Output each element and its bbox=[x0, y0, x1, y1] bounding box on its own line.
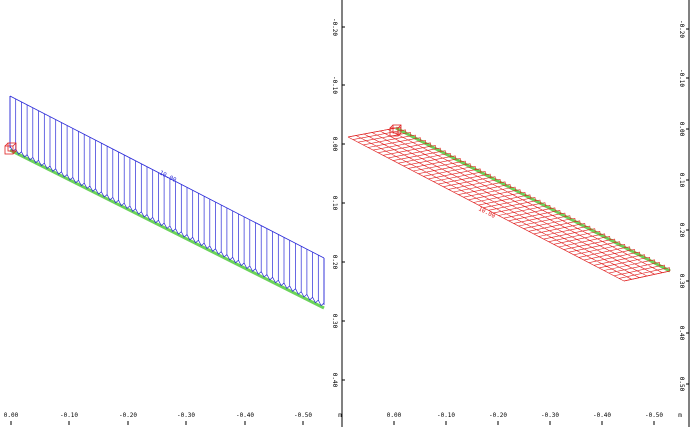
right-y-axis-ticks bbox=[686, 28, 689, 385]
left-x-tick-label: -0.20 bbox=[119, 412, 137, 419]
right-x-tick-label: -0.20 bbox=[489, 412, 507, 419]
left-x-tick-label: -0.10 bbox=[60, 412, 78, 419]
right-x-unit-label: m bbox=[678, 412, 682, 419]
left-y-axis-ticks bbox=[342, 26, 345, 381]
left-y-tick-label: -0.20 bbox=[331, 18, 338, 36]
right-y-tick-label: 0.50 bbox=[678, 377, 685, 392]
left-y-tick-label: 0.00 bbox=[331, 137, 338, 152]
left-y-tick-label: 0.30 bbox=[331, 314, 338, 329]
left-x-tick-label: -0.40 bbox=[236, 412, 254, 419]
right-x-tick-label: -0.30 bbox=[541, 412, 559, 419]
right-load-diagram bbox=[347, 126, 671, 282]
right-beam bbox=[395, 126, 671, 273]
right-y-tick-label: 0.40 bbox=[678, 326, 685, 341]
left-x-tick-label: -0.50 bbox=[294, 412, 312, 419]
left-x-tick-label: 0.00 bbox=[4, 412, 19, 419]
left-support-icon bbox=[4, 142, 17, 155]
left-beam bbox=[9, 148, 325, 310]
right-y-tick-label: 0.30 bbox=[678, 274, 685, 289]
left-x-tick-label: -0.30 bbox=[177, 412, 195, 419]
left-y-tick-label: 0.20 bbox=[331, 255, 338, 270]
left-y-tick-label: 0.40 bbox=[331, 373, 338, 388]
right-view: -0.20 -0.10 0.00 0.10 0.20 0.30 0.40 0.5… bbox=[347, 0, 690, 427]
right-support-icon bbox=[389, 124, 402, 137]
right-y-tick-label: -0.10 bbox=[678, 69, 685, 87]
left-y-tick-label: -0.10 bbox=[331, 76, 338, 94]
right-y-tick-label: -0.20 bbox=[678, 20, 685, 38]
right-x-tick-label: 0.00 bbox=[387, 412, 402, 419]
right-y-tick-label: 0.00 bbox=[678, 122, 685, 137]
left-load-diagram bbox=[9, 95, 325, 307]
right-x-tick-label: -0.10 bbox=[437, 412, 455, 419]
left-y-tick-label: 0.10 bbox=[331, 196, 338, 211]
right-y-tick-label: 0.10 bbox=[678, 173, 685, 188]
left-x-unit-label: m bbox=[338, 412, 342, 419]
right-x-tick-label: -0.40 bbox=[593, 412, 611, 419]
left-load-label: 10.00 bbox=[158, 169, 178, 184]
right-x-axis-ticks bbox=[393, 421, 655, 425]
left-x-axis-ticks bbox=[10, 421, 304, 425]
right-x-tick-label: -0.50 bbox=[645, 412, 663, 419]
right-y-tick-label: 0.20 bbox=[678, 223, 685, 238]
left-view: -0.20 -0.10 0.00 0.10 0.20 0.30 0.40 0.0… bbox=[4, 0, 345, 427]
